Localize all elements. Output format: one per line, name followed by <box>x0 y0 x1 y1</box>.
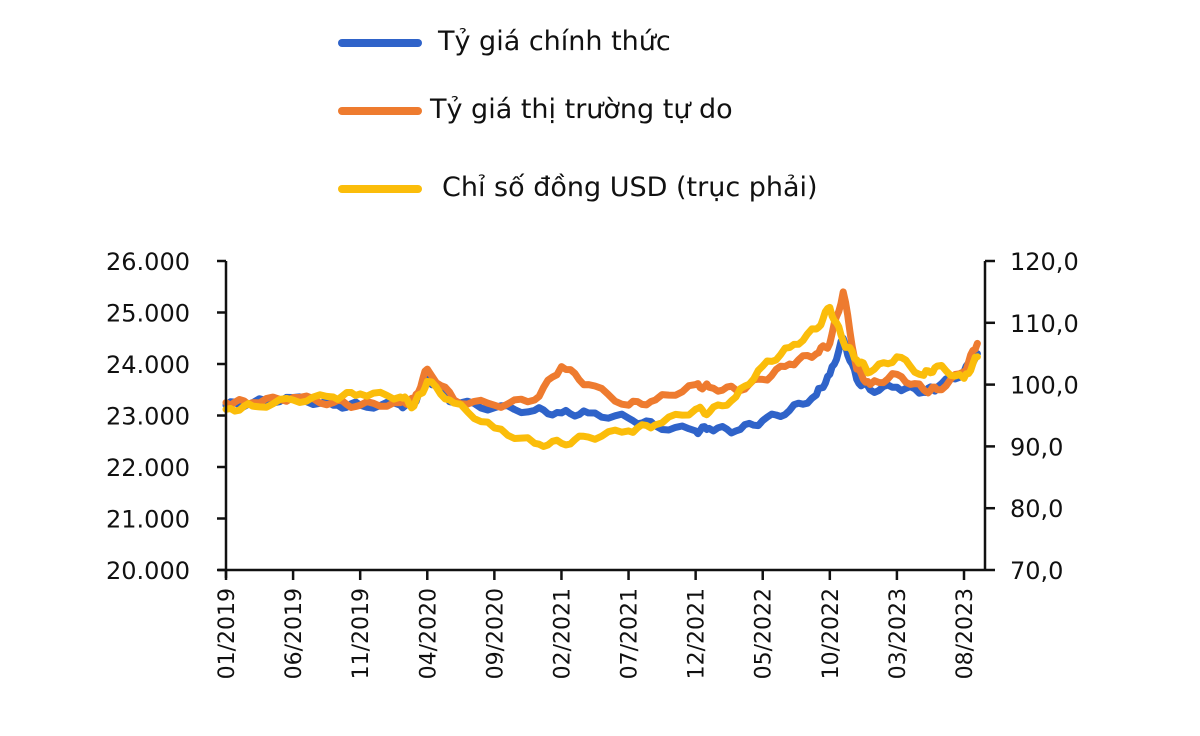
legend-label: Chỉ số đồng USD (trục phải) <box>442 172 818 203</box>
legend-label: Tỷ giá thị trường tự do <box>430 94 733 125</box>
right-axis-tick-label: 90,0 <box>1010 433 1063 461</box>
right-axis-tick-label: 100,0 <box>1010 372 1079 400</box>
right-axis-tick-label: 120,0 <box>1010 248 1079 276</box>
left-axis-tick-label: 20.000 <box>106 557 190 585</box>
legend-label: Tỷ giá chính thức <box>438 26 671 57</box>
axes: 20.000 21.000 22.000 23.000 24.000 25.000 26.0… <box>106 248 1079 679</box>
x-axis-tick-label: 01/2019 <box>215 588 240 679</box>
x-axis-tick-label: 11/2019 <box>349 588 374 679</box>
left-axis-tick-label: 24.000 <box>106 351 190 379</box>
right-axis-tick-label: 70,0 <box>1010 557 1063 585</box>
x-axis-tick-label: 06/2019 <box>282 588 307 679</box>
x-axis-tick-label: 03/2023 <box>886 588 911 679</box>
x-axis-tick-label: 02/2021 <box>550 588 575 679</box>
x-axis-tick-label: 09/2020 <box>483 588 508 679</box>
x-axis-tick-label: 10/2022 <box>819 588 844 679</box>
left-axis-tick-label: 21.000 <box>106 506 190 534</box>
legend-swatch-yellow <box>338 185 422 193</box>
left-axis-tick-label: 26.000 <box>106 248 190 276</box>
x-axis-tick-label: 12/2021 <box>685 588 710 679</box>
x-axis-tick-label: 04/2020 <box>416 588 441 679</box>
x-axis-tick-label: 05/2022 <box>752 588 777 679</box>
right-axis-tick-label: 80,0 <box>1010 495 1063 523</box>
series-line-1 <box>222 288 981 411</box>
legend-swatch-orange <box>338 107 422 115</box>
series-line-2 <box>222 303 981 450</box>
left-axis-tick-label: 22.000 <box>106 454 190 482</box>
series-lines <box>222 288 981 450</box>
legend-swatch-blue <box>338 39 422 47</box>
left-axis-tick-label: 25.000 <box>106 300 190 328</box>
x-axis-tick-label: 07/2021 <box>618 588 643 679</box>
x-axis-tick-label: 08/2023 <box>953 588 978 679</box>
left-axis-tick-label: 23.000 <box>106 403 190 431</box>
right-axis-tick-label: 110,0 <box>1010 310 1079 338</box>
